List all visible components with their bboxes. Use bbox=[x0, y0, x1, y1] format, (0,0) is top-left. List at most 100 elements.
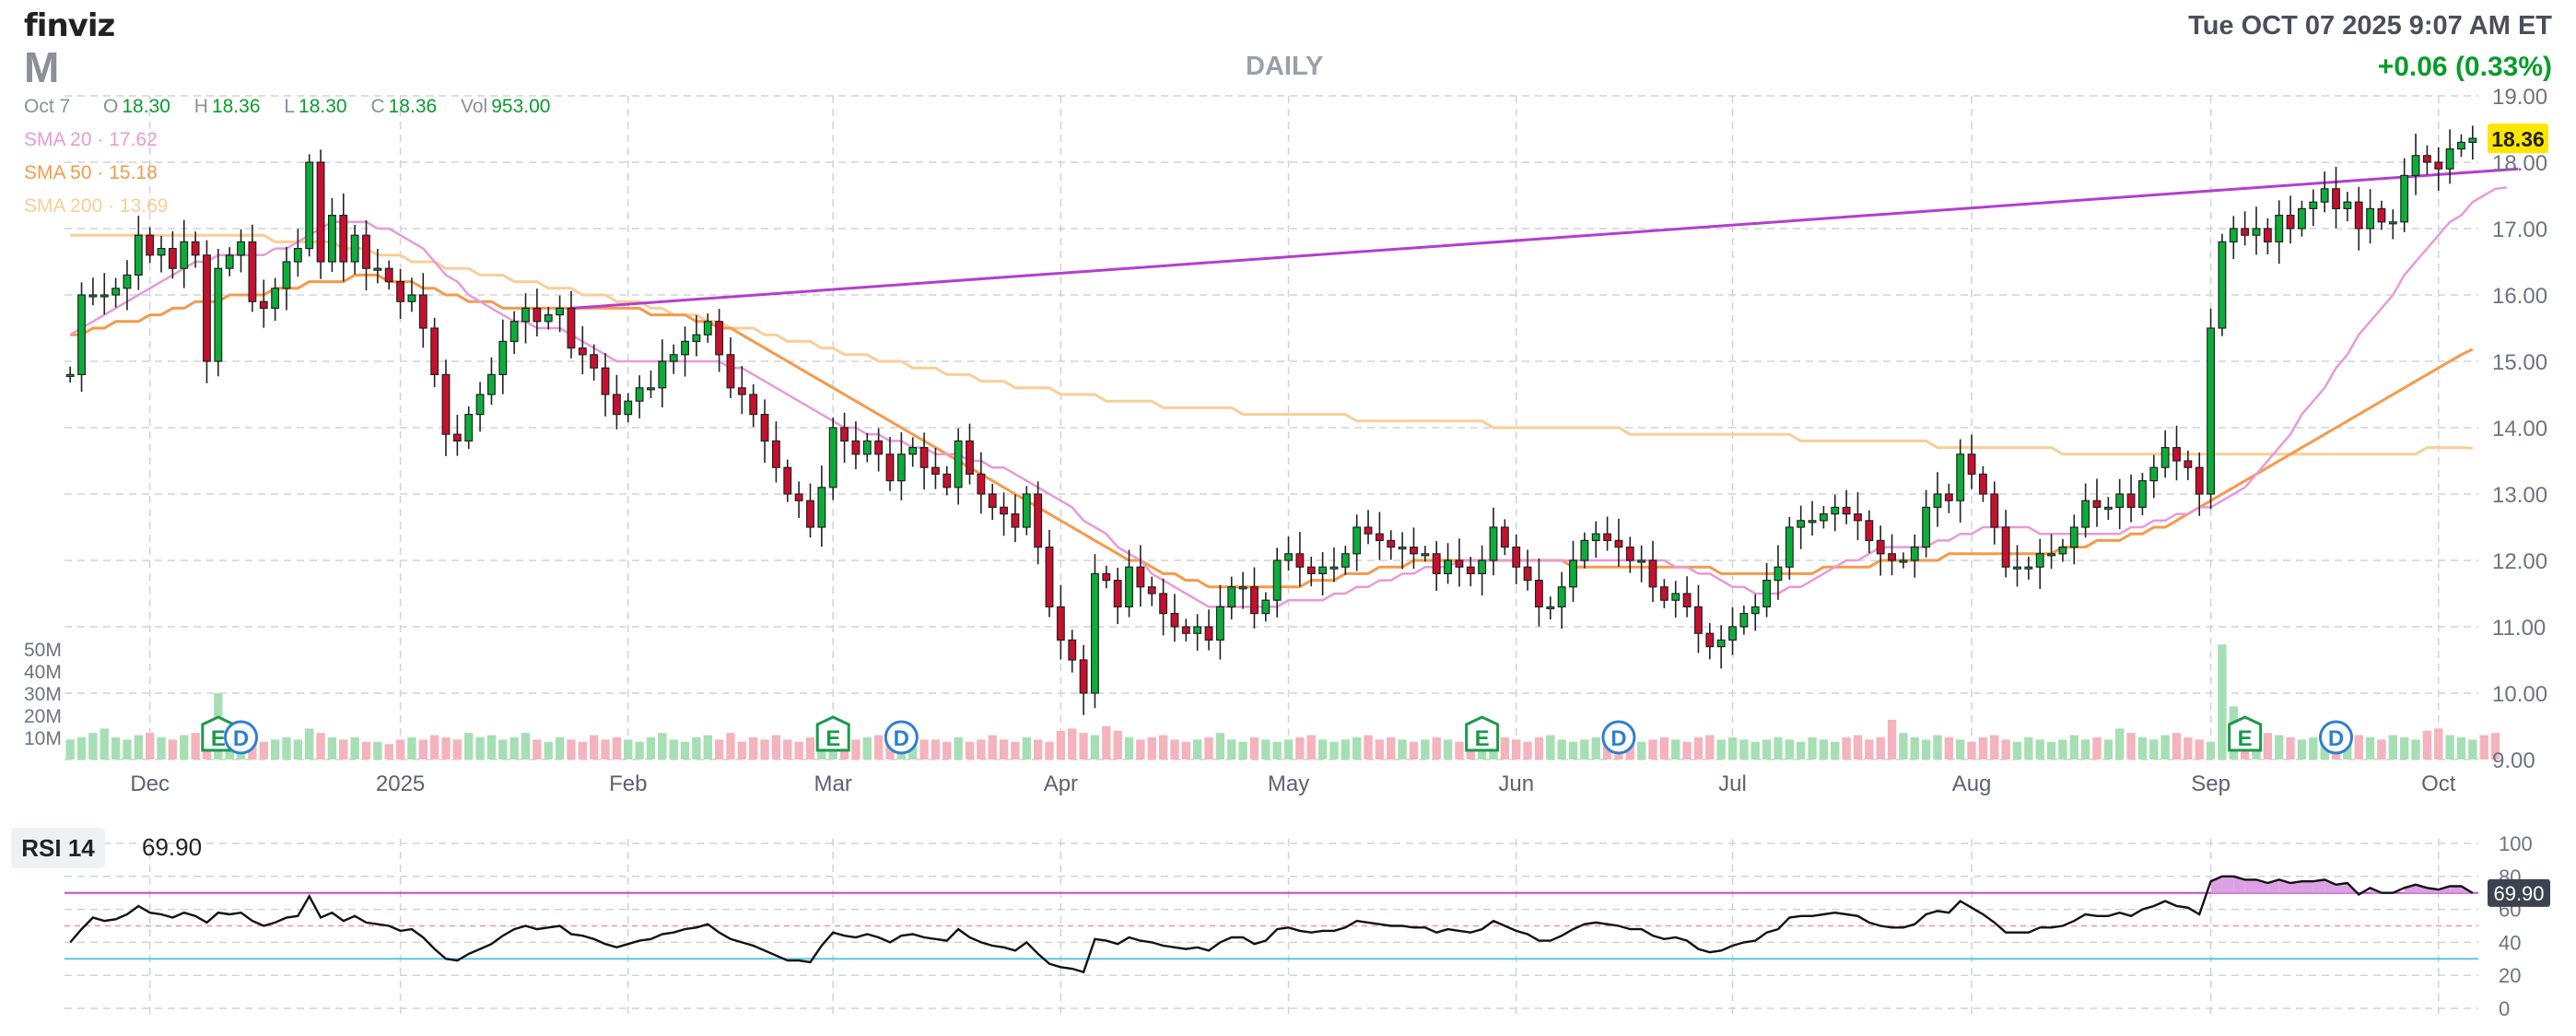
candle-body bbox=[1625, 546, 1634, 561]
volume-bar bbox=[395, 739, 405, 759]
volume-bar bbox=[2069, 735, 2078, 759]
ohlc-readout: Oct 7 O 18.30 H 18.36 L 18.30 C 18.36 Vol 953… bbox=[24, 96, 568, 118]
volume-bar bbox=[1933, 735, 1942, 759]
candle-body bbox=[1512, 546, 1521, 568]
volume-bar bbox=[2468, 739, 2477, 759]
volume-bar bbox=[441, 737, 451, 759]
price-tick-label: 12.00 bbox=[2492, 549, 2547, 574]
candle-body bbox=[339, 215, 348, 263]
trendline[interactable] bbox=[570, 167, 2519, 310]
ohlc-date: Oct 7 bbox=[24, 96, 71, 117]
candle-body bbox=[214, 267, 223, 362]
volume-bar bbox=[475, 737, 485, 759]
volume-bar bbox=[168, 739, 178, 759]
volume-bar bbox=[1317, 739, 1328, 759]
candle-body bbox=[1215, 606, 1224, 642]
volume-bar bbox=[1739, 739, 1749, 759]
volume-tick-label: 30M bbox=[24, 684, 62, 705]
candle-body bbox=[418, 294, 427, 329]
volume-bar bbox=[1443, 739, 1453, 759]
candle-body bbox=[2115, 493, 2125, 508]
sma200-label: SMA 200 bbox=[24, 195, 103, 217]
candle-body bbox=[111, 288, 121, 296]
candle-body bbox=[1751, 606, 1760, 615]
candle-body bbox=[407, 294, 416, 302]
date-axis: Dec 2025 Feb Mar Apr May Jun Jul Aug Sep Oct bbox=[130, 771, 2455, 796]
rsi-value-tag-bg bbox=[2488, 878, 2550, 907]
candle-body bbox=[1193, 626, 1202, 634]
date-tick-label: Aug bbox=[1952, 771, 1992, 796]
volume-bar bbox=[965, 741, 975, 759]
volume-bar bbox=[486, 735, 497, 759]
candle-body bbox=[1125, 566, 1133, 608]
volume-bar bbox=[1215, 733, 1225, 759]
candle-body bbox=[2422, 155, 2431, 163]
candle-body bbox=[1557, 586, 1566, 607]
candle-body bbox=[977, 473, 986, 495]
date-tick-label: Dec bbox=[130, 771, 170, 796]
volume-bar bbox=[737, 741, 747, 759]
rsi-value-tag: 69.90 bbox=[2493, 882, 2544, 905]
volume-bar bbox=[2046, 741, 2056, 759]
rsi-line bbox=[69, 875, 2474, 974]
rsi-indicator-label[interactable]: RSI 14 bbox=[11, 828, 105, 868]
candle-body bbox=[590, 354, 599, 369]
candle-body bbox=[1500, 526, 1509, 548]
candle-body bbox=[1068, 639, 1077, 661]
volume-bar bbox=[1170, 739, 1179, 759]
candle-body bbox=[316, 161, 325, 263]
rsi-tick-label: 20 bbox=[2499, 964, 2521, 987]
volume-bar bbox=[191, 733, 200, 759]
candle-body bbox=[749, 394, 758, 416]
candle-body bbox=[2434, 161, 2443, 170]
volume-bar bbox=[259, 741, 268, 759]
volume-bar bbox=[612, 737, 622, 759]
candle-body bbox=[794, 493, 803, 501]
volume-bar bbox=[1853, 735, 1863, 759]
event-marker-label: D bbox=[1610, 726, 1626, 751]
price-tick-label: 13.00 bbox=[2492, 483, 2547, 508]
price-tick-label: 11.00 bbox=[2492, 616, 2546, 641]
candle-body bbox=[1888, 553, 1896, 561]
candle-body bbox=[157, 248, 166, 256]
candle-body bbox=[2263, 228, 2272, 242]
volume-bar bbox=[327, 737, 337, 759]
candle-body bbox=[1387, 539, 1396, 548]
volume-bar bbox=[1523, 741, 1532, 759]
candle-body bbox=[1569, 559, 1577, 588]
candle-body bbox=[817, 487, 826, 528]
volume-bar bbox=[1580, 739, 1589, 759]
volume-bar bbox=[1455, 741, 1464, 759]
rsi-overbought-fill bbox=[2450, 886, 2462, 893]
price-tick-label: 10.00 bbox=[2492, 682, 2547, 707]
candle-body bbox=[1113, 579, 1122, 607]
earnings-marker bbox=[1465, 715, 1500, 752]
volume-bar bbox=[339, 739, 348, 759]
price-tick-label: 18.00 bbox=[2492, 151, 2547, 176]
volume-bar bbox=[1967, 741, 1976, 759]
candle-body bbox=[168, 248, 177, 269]
volume-bar bbox=[669, 739, 678, 759]
volume-bar bbox=[2206, 741, 2216, 759]
volume-bar bbox=[1352, 737, 1362, 759]
candle-body bbox=[885, 453, 895, 482]
candle-body bbox=[2137, 479, 2147, 508]
candle-body bbox=[1329, 566, 1339, 570]
candle-body bbox=[544, 314, 553, 323]
candle-body bbox=[1261, 599, 1270, 615]
volume-bar bbox=[1033, 739, 1043, 759]
volume-bar bbox=[601, 739, 610, 759]
volume-bar bbox=[635, 741, 644, 759]
candle-body bbox=[2092, 500, 2102, 509]
candle-body bbox=[2377, 207, 2386, 223]
finviz-logo[interactable]: finviz bbox=[24, 7, 115, 44]
sma50-legend: SMA 50 · 15.18 bbox=[24, 162, 158, 183]
candle-body bbox=[931, 466, 940, 476]
volume-bar bbox=[2218, 644, 2227, 759]
rsi-overbought-fill bbox=[2290, 881, 2302, 893]
volume-bar bbox=[1432, 737, 1441, 759]
candle-body bbox=[703, 321, 712, 336]
candle-body bbox=[1318, 566, 1328, 575]
candle-body bbox=[1728, 626, 1737, 641]
